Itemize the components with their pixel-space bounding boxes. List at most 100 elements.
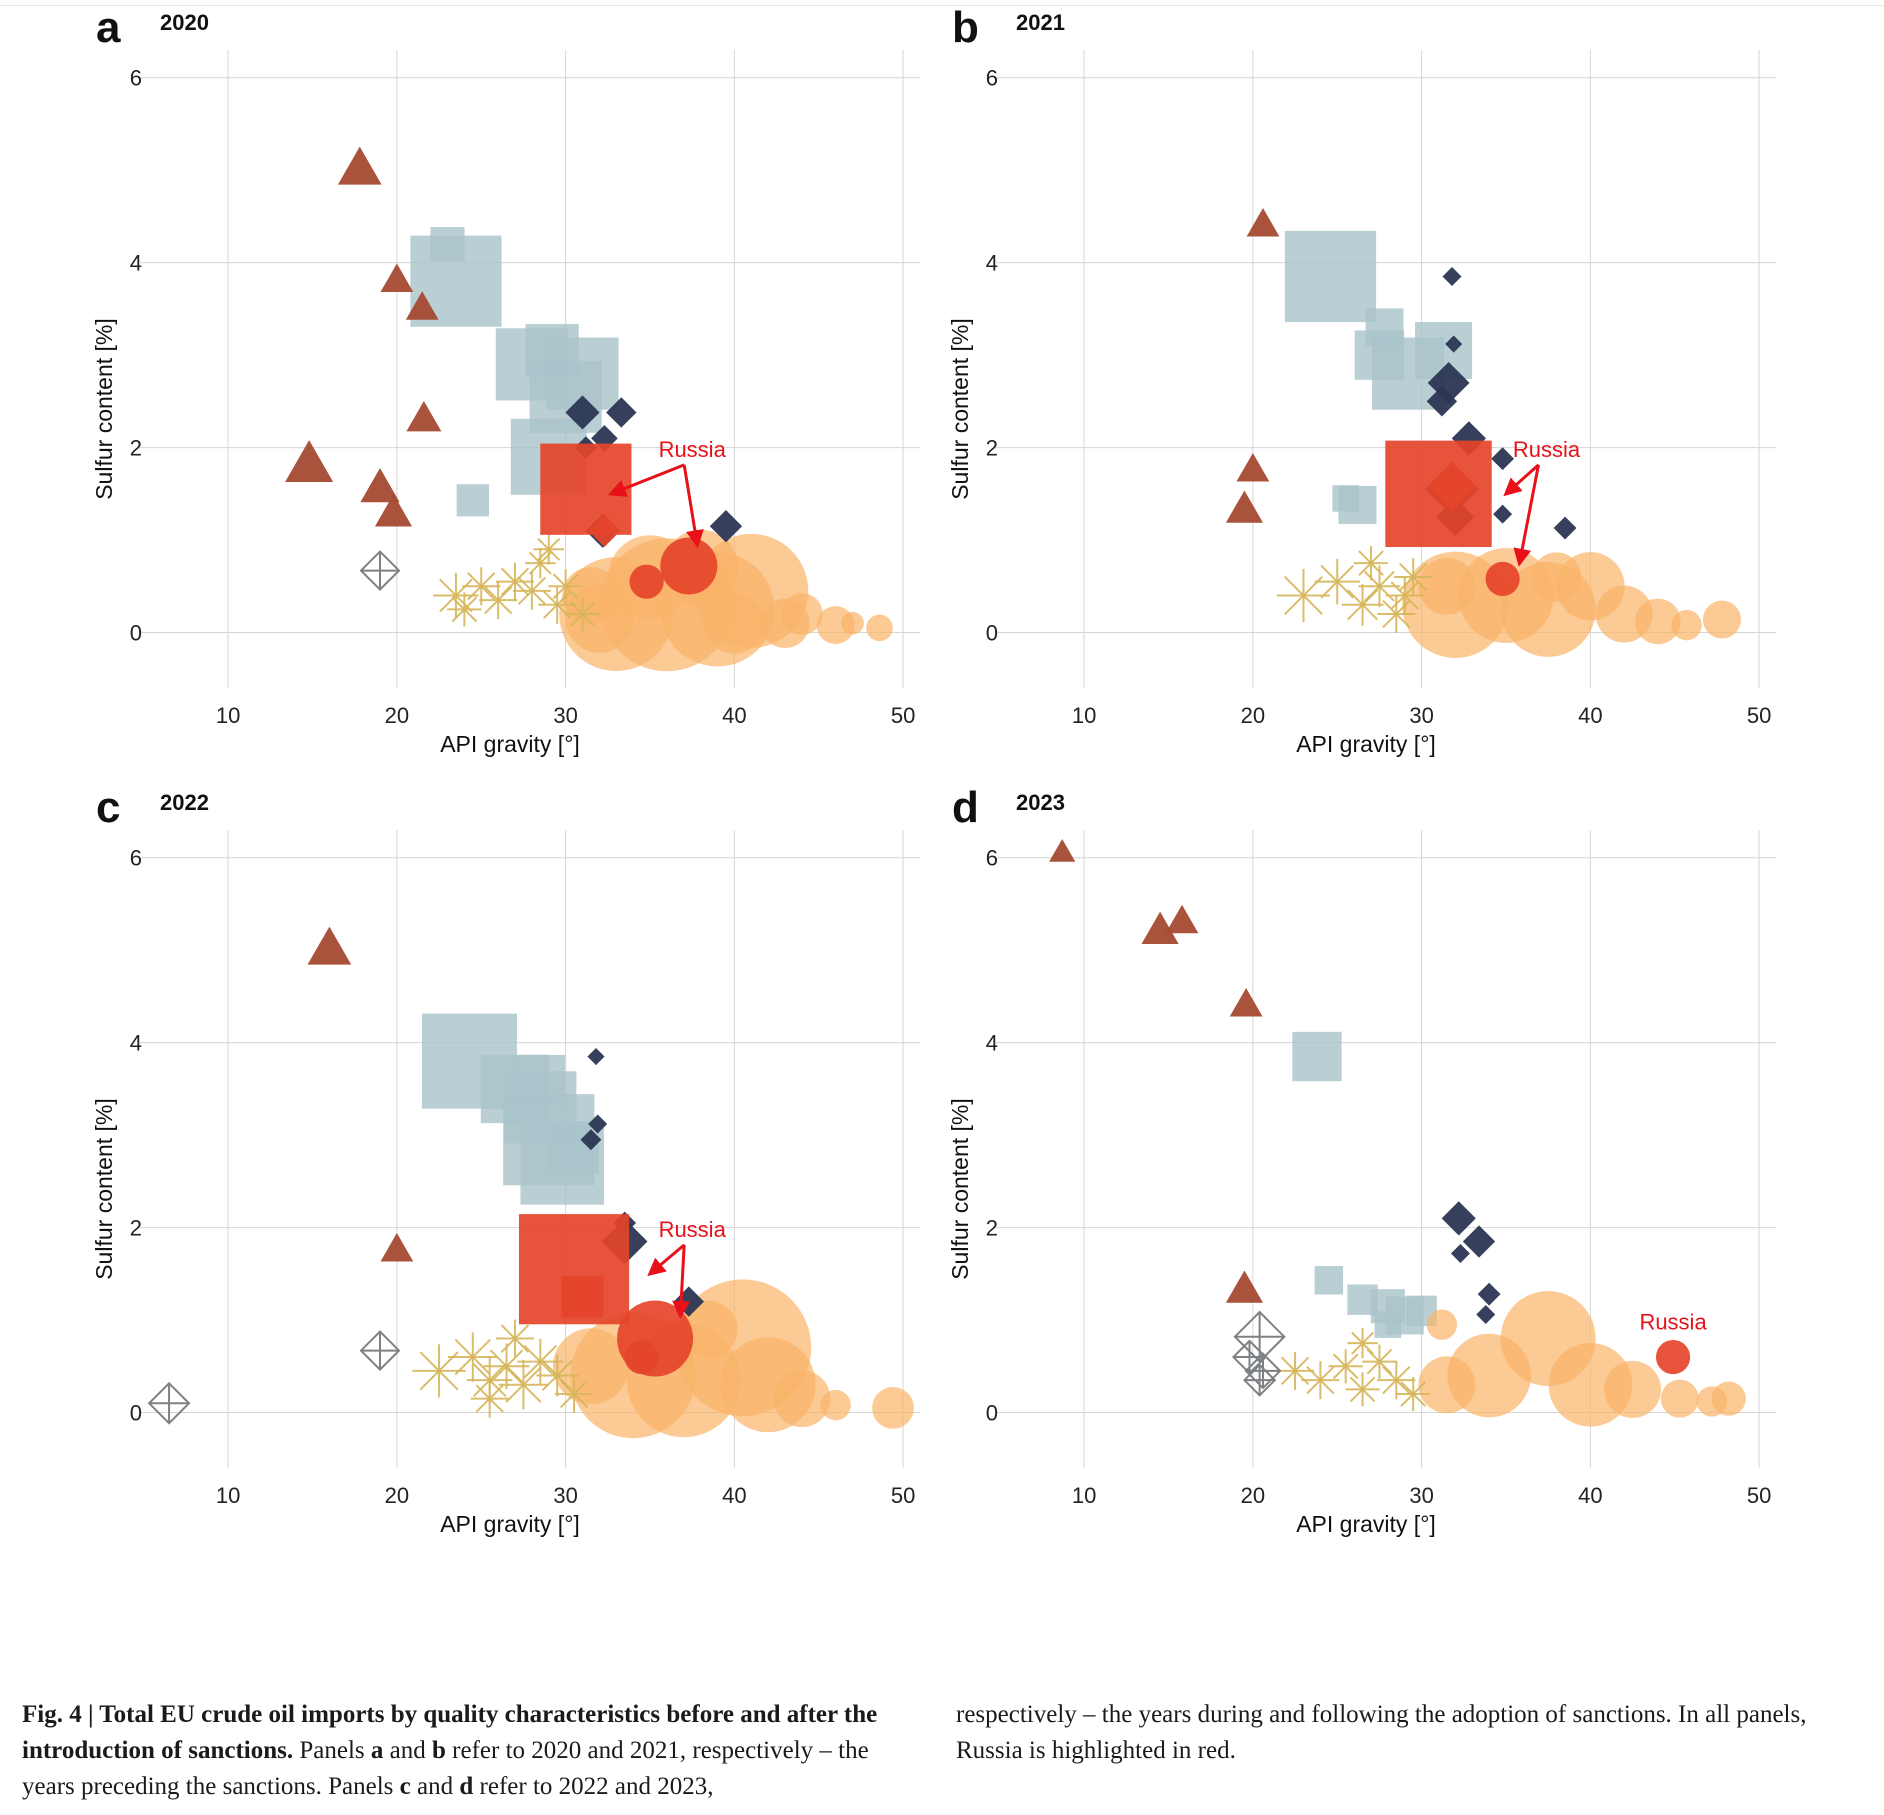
data-point-medium-sweet-stroke: [1363, 570, 1395, 602]
data-point-light-sweet: [841, 611, 864, 635]
panel-letter: d: [952, 783, 979, 832]
data-point-medium-sweet: [525, 547, 556, 579]
data-point-light-sweet: [780, 593, 823, 635]
data-point-heavy-sweet: [359, 1330, 401, 1371]
series-light-sour: [1441, 1201, 1501, 1325]
series-light-sweet: [1418, 1291, 1746, 1427]
data-point-medium-sweet: [1377, 595, 1416, 634]
data-point-russia: [1485, 561, 1520, 596]
data-point-light-sour: [1493, 504, 1513, 524]
y-tick-label: 6: [986, 66, 998, 91]
series-medium-sour: [421, 1013, 605, 1205]
data-point-russia: [540, 443, 632, 535]
data-point-heavy-sour: [380, 1233, 414, 1262]
x-tick-label: 30: [553, 1483, 577, 1508]
data-point-light-sweet: [1703, 600, 1741, 639]
y-axis-label: Sulfur content [%]: [91, 1098, 117, 1280]
data-point-medium-sweet: [448, 1332, 498, 1382]
data-point-medium-sweet-stroke: [517, 576, 547, 606]
series-heavy-sour: [1225, 208, 1280, 523]
x-tick-label: 40: [722, 703, 746, 728]
y-tick-label: 4: [986, 251, 998, 276]
caption-column-left: Fig. 4 | Total EU crude oil imports by q…: [22, 1697, 922, 1805]
y-axis-label: Sulfur content [%]: [91, 318, 117, 500]
data-point-light-sweet: [1418, 1356, 1476, 1414]
x-axis-label: API gravity [°]: [1296, 1511, 1436, 1537]
russia-arrow: [1503, 463, 1540, 497]
data-point-medium-sweet: [462, 567, 501, 606]
data-point-russia: [561, 1276, 604, 1318]
y-tick-label: 6: [130, 846, 142, 871]
x-tick-label: 30: [1409, 1483, 1433, 1508]
y-tick-label: 0: [986, 621, 998, 646]
data-point-medium-sour: [1332, 485, 1359, 512]
x-tick-label: 30: [553, 703, 577, 728]
y-tick-label: 4: [130, 1031, 142, 1056]
data-point-light-sour: [580, 1129, 602, 1151]
data-point-medium-sweet: [1362, 1344, 1397, 1379]
data-point-heavy-sour: [1225, 1270, 1264, 1303]
x-axis-label: API gravity [°]: [440, 1511, 580, 1537]
data-point-medium-sweet: [1328, 1349, 1363, 1384]
series-russia: [518, 1214, 694, 1377]
x-tick-label: 20: [1241, 1483, 1265, 1508]
data-point-medium-sweet-stroke: [1390, 581, 1419, 610]
caption-text-4: and: [410, 1773, 460, 1800]
data-point-medium-sweet-stroke: [1347, 589, 1379, 621]
russia-arrow: [1513, 464, 1540, 567]
data-point-medium-sweet: [1396, 1376, 1431, 1412]
data-point-heavy-sour: [1049, 838, 1076, 862]
data-point-medium-sour: [1284, 230, 1377, 323]
x-tick-label: 40: [1578, 703, 1602, 728]
data-point-medium-sweet-stroke: [419, 1351, 459, 1391]
y-tick-label: 0: [986, 1401, 998, 1426]
russia-label: Russia: [659, 437, 727, 462]
caption-text-1: Panels: [293, 1737, 371, 1764]
data-point-medium-sweet: [470, 1379, 509, 1418]
data-point-medium-sweet: [1353, 546, 1389, 581]
data-point-medium-sweet-stroke: [1366, 1348, 1393, 1375]
x-tick-label: 40: [1578, 1483, 1602, 1508]
russia-arrow: [647, 1243, 686, 1277]
x-axis-label: API gravity [°]: [1296, 731, 1436, 757]
data-point-light-sour: [1477, 1282, 1501, 1306]
data-point-heavy-sour: [405, 291, 439, 320]
data-point-medium-sweet-stroke: [523, 1344, 558, 1379]
russia-arrow: [672, 1244, 691, 1320]
top-rule: [0, 5, 1884, 6]
panel-year: 2023: [1016, 790, 1065, 815]
y-axis-label: Sulfur content [%]: [947, 1098, 973, 1280]
panel-c: 10 20 30 40 50 0 2 4 6 API gravity [°] Sulfur cont…: [91, 783, 920, 1537]
caption-text-6: respectively – the years during and foll…: [956, 1701, 1807, 1764]
data-point-light-sour: [1491, 447, 1515, 471]
data-point-medium-sweet-stroke: [1351, 1331, 1375, 1355]
x-axis-label: API gravity [°]: [440, 731, 580, 757]
series-light-sweet: [559, 529, 893, 672]
data-point-medium-sweet-stroke: [1358, 550, 1384, 576]
panel-letter: b: [952, 3, 979, 52]
data-marks: [1049, 838, 1746, 1427]
data-point-medium-sweet-stroke: [1400, 1381, 1426, 1407]
data-point-medium-sweet: [517, 1338, 564, 1385]
data-point-russia: [624, 1339, 659, 1375]
data-point-medium-sweet-stroke: [467, 572, 496, 601]
panel-year: 2020: [160, 10, 209, 35]
data-point-light-sour: [1441, 1201, 1476, 1236]
x-tick-label: 40: [722, 1483, 746, 1508]
data-point-heavy-sour: [285, 440, 334, 482]
data-point-light-sour: [587, 1047, 605, 1066]
series-heavy-sour: [307, 926, 414, 1262]
data-marks: [285, 146, 893, 672]
data-point-heavy-sour: [374, 494, 413, 527]
data-point-heavy-sweet-outline: [359, 550, 401, 591]
data-marks: [147, 926, 914, 1439]
data-point-light-sour: [1442, 267, 1462, 287]
series-medium-sweet: [412, 1319, 594, 1418]
series-medium-sweet: [1276, 1327, 1431, 1412]
y-axis-label: Sulfur content [%]: [947, 318, 973, 500]
data-marks: [1225, 208, 1741, 658]
data-point-medium-sweet: [536, 1354, 579, 1397]
series-russia: [1385, 440, 1520, 596]
data-point-russia: [660, 537, 718, 595]
